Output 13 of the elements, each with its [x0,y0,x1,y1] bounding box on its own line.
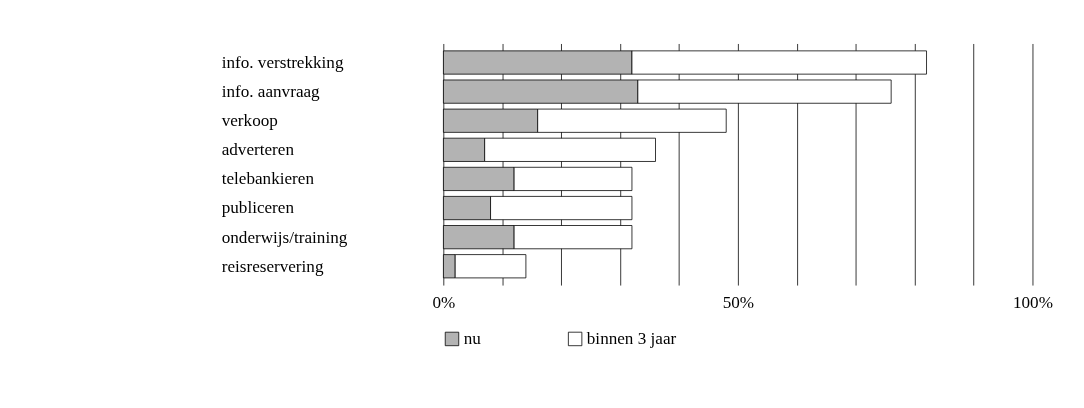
y-tick-label: onderwijs/training [221,227,348,247]
y-tick-label: telebankieren [221,169,315,189]
x-tick-label: 0% [432,293,456,313]
x-tick-label: 50% [722,293,755,313]
y-tick-label: info. aanvraag [221,82,321,102]
y-tick-label: info. verstrekking [221,52,344,72]
legend-label: binnen 3 jaar [586,329,677,349]
x-tick-label: 100% [1012,293,1053,313]
y-tick-label: verkoop [221,111,278,131]
y-tick-label: publiceren [221,198,295,218]
y-tick-label: adverteren [221,140,295,160]
y-tick-label: reisreservering [221,256,324,276]
legend-label: nu [463,329,482,349]
